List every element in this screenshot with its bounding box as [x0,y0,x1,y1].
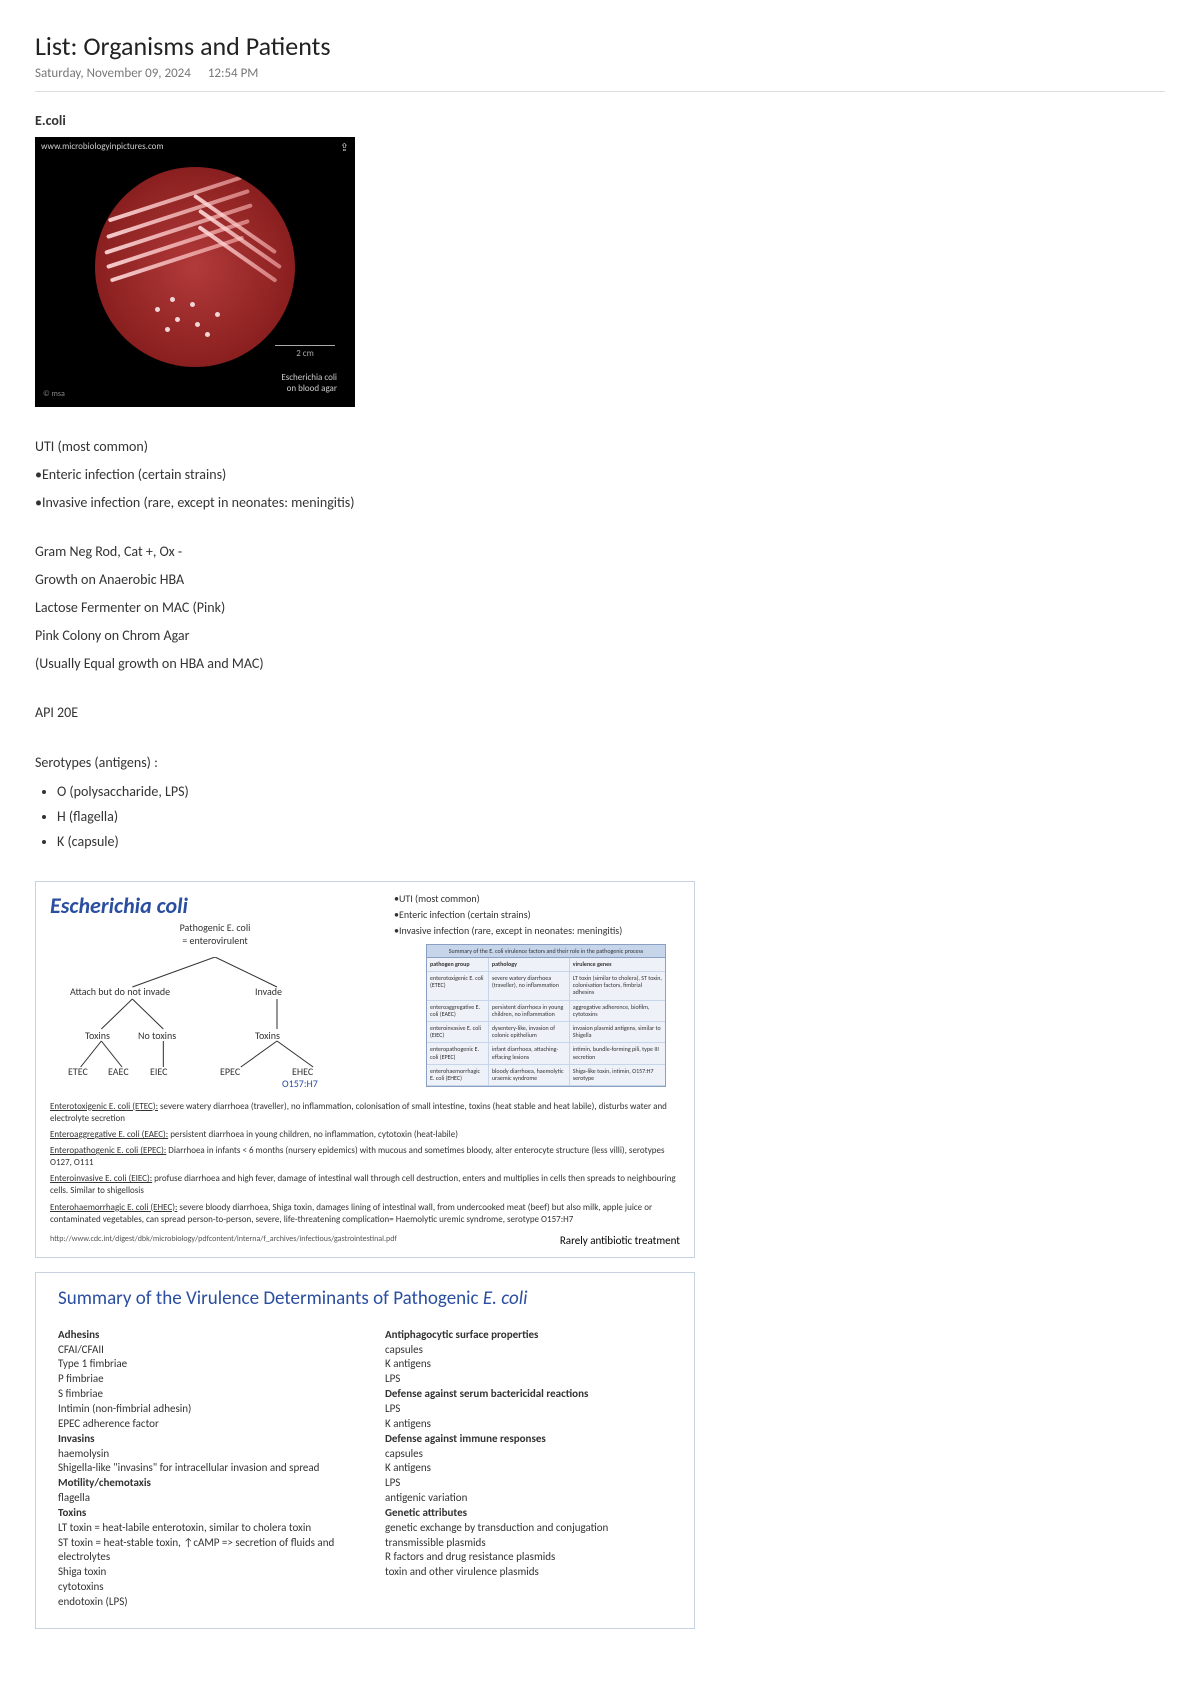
virulence-item: endotoxin (LPS) [58,1595,345,1610]
strain-descriptions: Enterotoxigenic E. coli (ETEC): severe w… [36,1101,694,1226]
virulence-item: LT toxin = heat-labile enterotoxin, simi… [58,1521,345,1536]
virulence-item: K antigens [385,1461,672,1476]
tree-leaf: EIEC [150,1065,168,1078]
characteristic-line: Pink Colony on Chrom Agar [35,624,1165,648]
vslide-title: Summary of the Virulence Determinants of… [58,1287,672,1310]
tree-node: Toxins [255,1029,280,1042]
virulence-item: LPS [385,1372,672,1387]
characteristic-line: Gram Neg Rod, Cat +, Ox - [35,540,1165,564]
virulence-heading: Toxins [58,1506,345,1521]
ecoli-diagram-slide: Escherichia coli Pathogenic E. coli = en… [35,881,695,1258]
strain-line: Enteroinvasive E. coli (EIEC): profuse d… [50,1173,680,1197]
infection-line: •Enteric infection (certain strains) [35,463,1165,487]
virulence-item: Type 1 fimbriae [58,1357,345,1372]
strain-line: Enteropathogenic E. coli (EPEC): Diarrho… [50,1145,680,1169]
virulence-item: EPEC adherence factor [58,1417,345,1432]
virulence-item: Shigella-like "invasins" for intracellul… [58,1461,345,1476]
virulence-item: ST toxin = heat-stable toxin, ↑cAMP => s… [58,1536,345,1566]
virulence-heading: Adhesins [58,1328,345,1343]
api-line: API 20E [35,701,1165,725]
serotype-item: O (polysaccharide, LPS) [57,779,1165,804]
virulence-heading: Defense against serum bactericidal react… [385,1387,672,1402]
virulence-item: K antigens [385,1417,672,1432]
virulence-heading: Invasins [58,1432,345,1447]
strain-line: Enterohaemorrhagic E. coli (EHEC): sever… [50,1202,680,1226]
virulence-item: transmissible plasmids [385,1536,672,1551]
virulence-item: R factors and drug resistance plasmids [385,1550,672,1565]
petri-credit: © msa [43,389,65,399]
virulence-item: haemolysin [58,1447,345,1462]
virulence-item: K antigens [385,1357,672,1372]
serotype-item: K (capsule) [57,829,1165,854]
virulence-item: Intimin (non-fimbrial adhesin) [58,1402,345,1417]
meta-date: Saturday, November 09, 2024 [35,66,191,81]
virulence-item: Shiga toxin [58,1565,345,1580]
virulence-item: CFAI/CFAII [58,1343,345,1358]
slide-footer-url: http://www.cdc.int/digest/dbk/microbiolo… [50,1234,397,1247]
slide-subtitle: Pathogenic E. coli = enterovirulent [50,921,380,947]
organism-label: E.coli [35,112,1165,129]
virulence-left-col: AdhesinsCFAI/CFAIIType 1 fimbriaeP fimbr… [58,1328,345,1610]
petri-caption: Escherichia coli on blood agar [281,373,337,395]
virulence-item: LPS [385,1402,672,1417]
virulence-heading: Defense against immune responses [385,1432,672,1447]
page-meta: Saturday, November 09, 2024 12:54 PM [35,66,1165,81]
petri-dish [95,167,295,367]
scale-bar: 2 cm [275,345,335,359]
serotypes-heading: Serotypes (antigens) : [35,751,1165,775]
slide-bullets: •UTI (most common) •Enteric infection (c… [394,882,694,1097]
infection-line: •Invasive infection (rare, except in neo… [35,491,1165,515]
virulence-item: capsules [385,1343,672,1358]
virulence-item: S fimbriae [58,1387,345,1402]
characteristic-line: (Usually Equal growth on HBA and MAC) [35,652,1165,676]
tree-node: Attach but do not invade [70,985,170,998]
meta-time: 12:54 PM [208,66,259,81]
serotypes-list: O (polysaccharide, LPS)H (flagella)K (ca… [35,779,1165,855]
serotypes-block: Serotypes (antigens) : O (polysaccharide… [35,751,1165,854]
tree-leaf: ETEC [68,1065,88,1078]
tree-node: Toxins [85,1029,110,1042]
slide-title: Escherichia coli [50,892,380,919]
infection-line: UTI (most common) [35,435,1165,459]
virulence-heading: Antiphagocytic surface properties [385,1328,672,1343]
tree-node: Invade [255,985,282,998]
virulence-heading: Genetic attributes [385,1506,672,1521]
virulence-item: capsules [385,1447,672,1462]
share-icon: ⇪ [340,141,349,154]
virulence-item: toxin and other virulence plasmids [385,1565,672,1580]
virulence-mini-table: Summary of the E. coli virulence factors… [426,944,666,1088]
strain-line: Enteroaggregative E. coli (EAEC): persis… [50,1129,680,1141]
divider [35,91,1165,92]
tree-leaf: EPEC [220,1065,240,1078]
virulence-summary-slide: Summary of the Virulence Determinants of… [35,1272,695,1629]
virulence-item: genetic exchange by transduction and con… [385,1521,672,1536]
virulence-right-col: Antiphagocytic surface propertiescapsule… [385,1328,672,1610]
page-title: List: Organisms and Patients [35,30,1165,62]
virulence-item: cytotoxins [58,1580,345,1595]
petri-image: www.microbiologyinpictures.com ⇪ 2 cm Es… [35,137,355,407]
virulence-item: P fimbriae [58,1372,345,1387]
tree-node: No toxins [138,1029,176,1042]
virulence-item: antigenic variation [385,1491,672,1506]
virulence-item: LPS [385,1476,672,1491]
characteristics-block: Gram Neg Rod, Cat +, Ox - Growth on Anaer… [35,540,1165,675]
classification-tree: Attach but do not invade Invade Toxins N… [60,957,370,1087]
infections-block: UTI (most common) •Enteric infection (cer… [35,435,1165,514]
rarely-text: Rarely antibiotic treatment [560,1234,680,1247]
characteristic-line: Growth on Anaerobic HBA [35,568,1165,592]
strain-line: Enterotoxigenic E. coli (ETEC): severe w… [50,1101,680,1125]
virulence-heading: Motility/chemotaxis [58,1476,345,1491]
tree-leaf: EAEC [108,1065,129,1078]
virulence-item: flagella [58,1491,345,1506]
petri-url: www.microbiologyinpictures.com [41,141,164,152]
tree-ehec-sub: O157:H7 [282,1077,318,1090]
serotype-item: H (flagella) [57,804,1165,829]
characteristic-line: Lactose Fermenter on MAC (Pink) [35,596,1165,620]
